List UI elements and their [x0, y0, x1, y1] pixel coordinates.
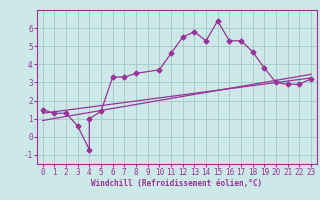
X-axis label: Windchill (Refroidissement éolien,°C): Windchill (Refroidissement éolien,°C): [91, 179, 262, 188]
